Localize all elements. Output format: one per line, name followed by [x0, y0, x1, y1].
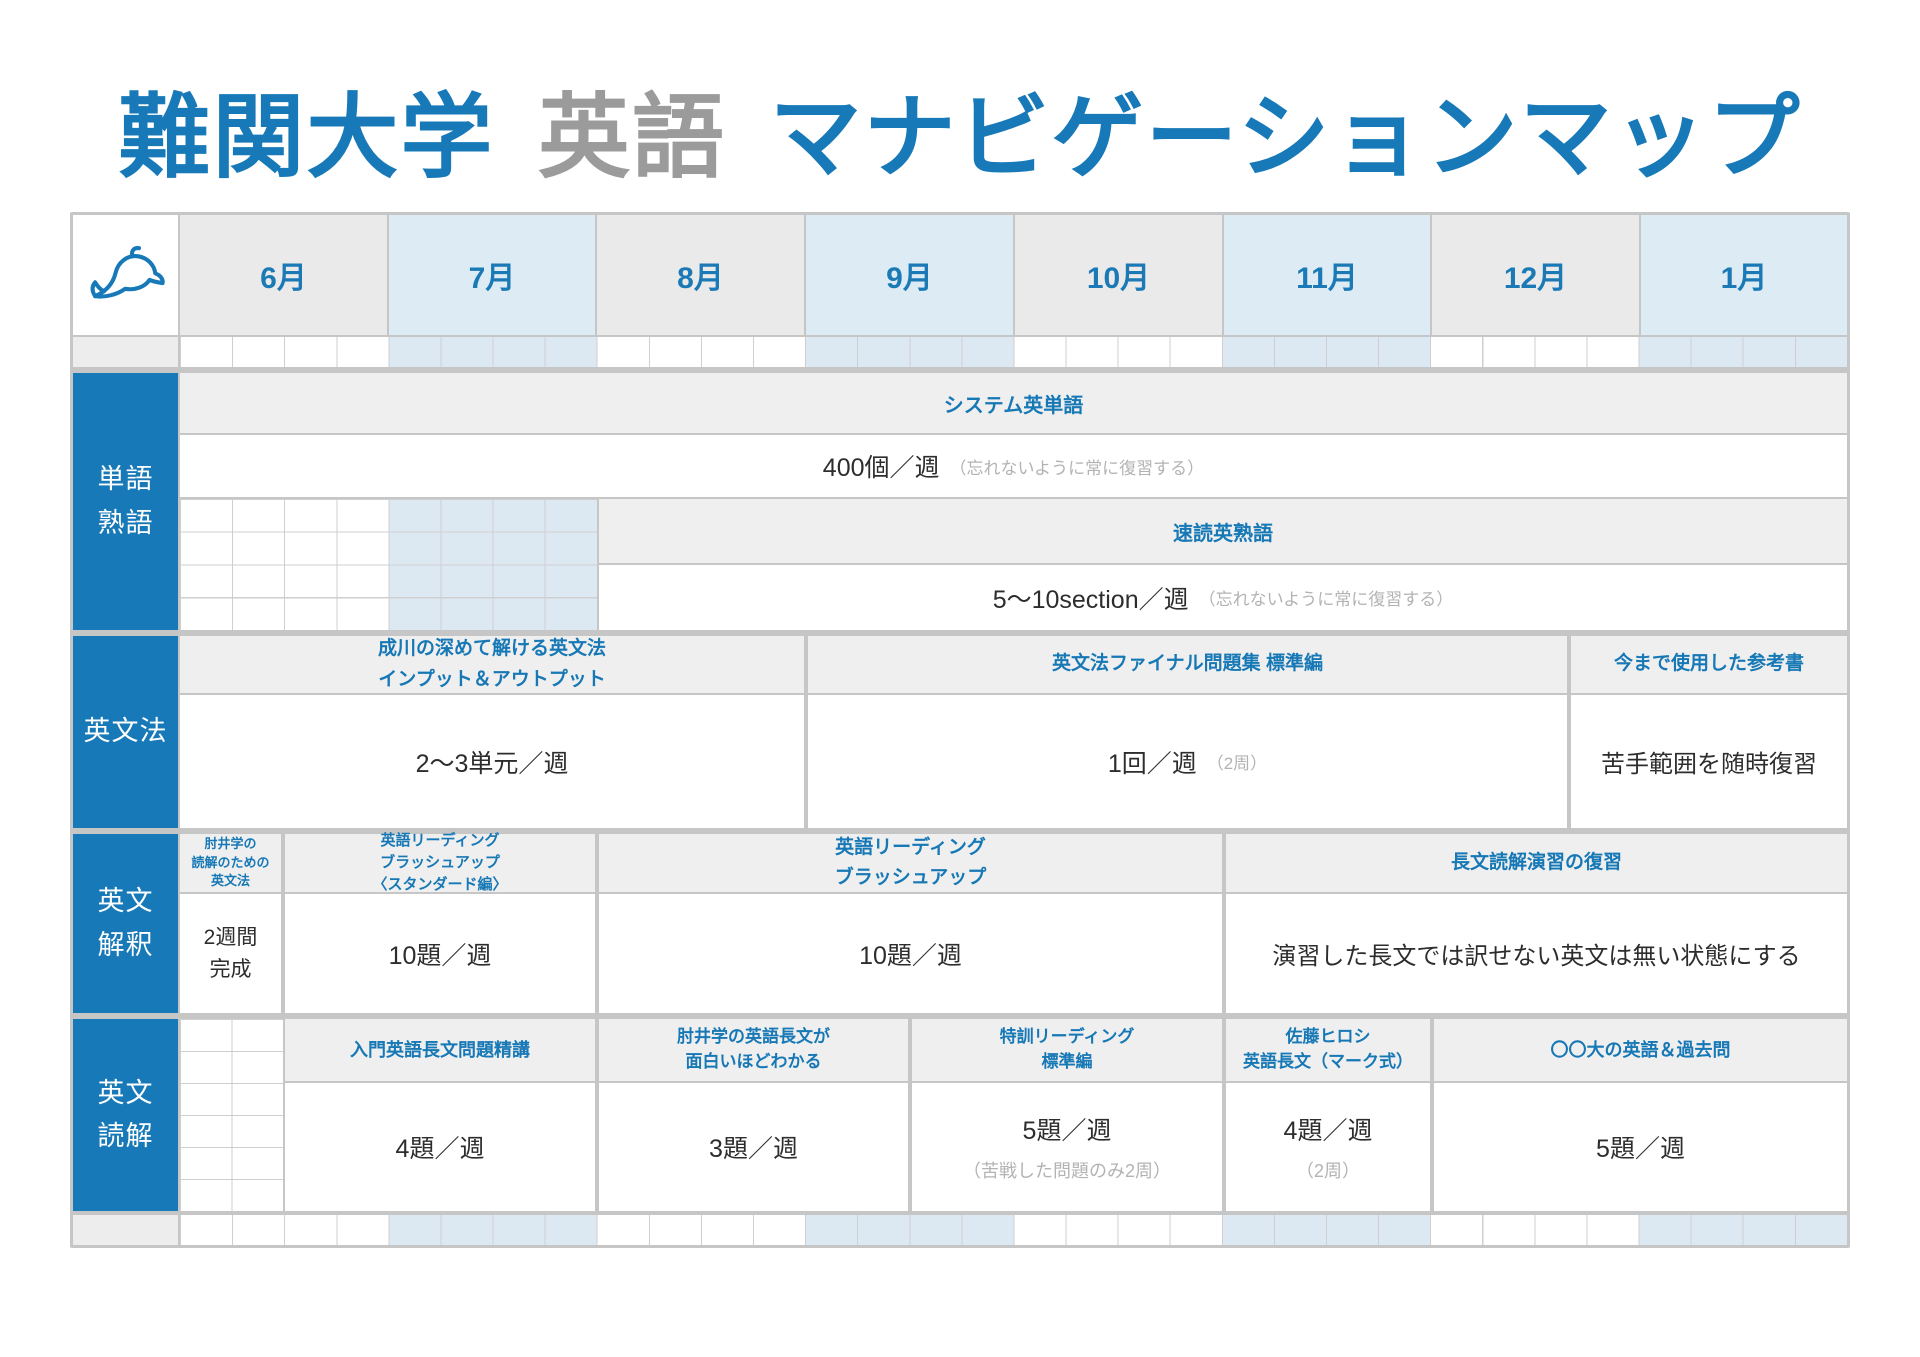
pace-note: （2周） — [1206, 754, 1268, 773]
title-segment-subject: 英語 — [537, 87, 726, 189]
pace-note: （2周） — [1295, 1161, 1360, 1181]
pace-hijii-grammar-for-reading: 2週間 完成 — [180, 894, 281, 1013]
book-title-sato-hiroshi: 佐藤ヒロシ 英語長文（マーク式） — [1226, 1019, 1430, 1081]
book-title-nyumon-choubun: 入門英語長文問題精講 — [285, 1019, 595, 1081]
title-segment-university: 難関大学 — [118, 87, 495, 189]
book-title-hijii-grammar-for-reading: 肘井学の 読解のための 英文法 — [180, 834, 281, 892]
book-title-used-references: 今まで使用した参考書 — [1571, 636, 1847, 693]
week-strip-bottom — [180, 1215, 1847, 1245]
pace-reading-brushup-standard: 10題／週 — [285, 894, 595, 1013]
book-title-grammar-final: 英文法ファイナル問題集 標準編 — [808, 636, 1567, 693]
month-header-jul: 7月 — [389, 215, 595, 335]
page-title: 難関大学 英語 マナビゲーションマップ — [0, 86, 1920, 192]
empty-week-grid-vocabulary — [180, 499, 597, 630]
section-label-grammar: 英文法 — [73, 636, 178, 828]
title-segment-map: マナビゲーションマップ — [769, 87, 1802, 189]
week-strip-top — [180, 337, 1847, 367]
pace-value: 1回／週 — [1107, 749, 1197, 778]
book-title-hijii-choubun: 肘井学の英語長文が 面白いほどわかる — [599, 1019, 908, 1081]
pace-sokudoku-eijukugo: 5～10section／週 （忘れないように常に復習する） — [599, 565, 1847, 630]
section-label-interpretation: 英文 解釈 — [73, 834, 178, 1013]
pace-note: （忘れないように常に復習する） — [949, 458, 1205, 478]
pace-long-reading-review: 演習した長文では訳せない英文は無い状態にする — [1226, 894, 1847, 1013]
section-label-vocabulary: 単語 熟語 — [73, 373, 178, 630]
pace-system-eitango: 400個／週 （忘れないように常に復習する） — [180, 435, 1847, 497]
pace-value: 400個／週 — [822, 454, 940, 482]
book-title-system-eitango: システム英単語 — [180, 373, 1847, 433]
month-header-sep: 9月 — [806, 215, 1013, 335]
month-header-oct: 10月 — [1015, 215, 1222, 335]
month-header-aug: 8月 — [597, 215, 804, 335]
month-header-nov: 11月 — [1224, 215, 1430, 335]
pace-value: 5～10section／週 — [992, 585, 1189, 614]
book-title-past-exams: 〇〇大の英語＆過去問 — [1434, 1019, 1847, 1081]
book-title-long-reading-review: 長文読解演習の復習 — [1226, 834, 1847, 892]
section-label-reading: 英文 読解 — [73, 1019, 178, 1211]
pace-tokkun-reading: 5題／週 （苦戦した問題のみ2周） — [912, 1083, 1222, 1211]
pace-nyumon-choubun: 4題／週 — [285, 1083, 595, 1211]
pace-value: 5題／週 — [1022, 1117, 1112, 1145]
pace-narikawa-grammar: 2～3単元／週 — [180, 695, 804, 828]
dolphin-icon — [90, 246, 165, 299]
pace-sato-hiroshi: 4題／週 （2周） — [1226, 1083, 1430, 1211]
empty-week-grid-reading — [180, 1019, 283, 1211]
month-header-jan: 1月 — [1641, 215, 1847, 335]
pace-note: （苦戦した問題のみ2周） — [962, 1161, 1171, 1181]
month-header-jun: 6月 — [180, 215, 387, 335]
book-title-reading-brushup-standard: 英語リーディング ブラッシュアップ 〈スタンダード編〉 — [285, 832, 595, 893]
week-strip-top-label — [73, 337, 178, 367]
timeline-table: 6月 7月 8月 9月 10月 11月 12月 1月 単語 熟語 システム英単語… — [70, 212, 1850, 1248]
pace-value: 4題／週 — [1283, 1117, 1373, 1145]
month-header-dec: 12月 — [1432, 215, 1639, 335]
pace-past-exams: 5題／週 — [1434, 1083, 1847, 1211]
book-title-sokudoku-eijukugo: 速読英熟語 — [599, 499, 1847, 563]
book-title-tokkun-reading: 特訓リーディング 標準編 — [912, 1019, 1222, 1081]
book-title-narikawa-grammar: 成川の深めて解ける英文法 インプット＆アウトプット — [180, 636, 804, 693]
pace-grammar-final: 1回／週 （2周） — [808, 695, 1567, 828]
pace-hijii-choubun: 3題／週 — [599, 1083, 908, 1211]
pace-reading-brushup: 10題／週 — [599, 894, 1222, 1013]
book-title-reading-brushup: 英語リーディング ブラッシュアップ — [599, 834, 1222, 892]
week-strip-bottom-label — [73, 1215, 178, 1245]
pace-note: （忘れないように常に復習する） — [1198, 590, 1454, 609]
logo-cell — [73, 215, 178, 335]
pace-used-references: 苦手範囲を随時復習 — [1571, 695, 1847, 828]
